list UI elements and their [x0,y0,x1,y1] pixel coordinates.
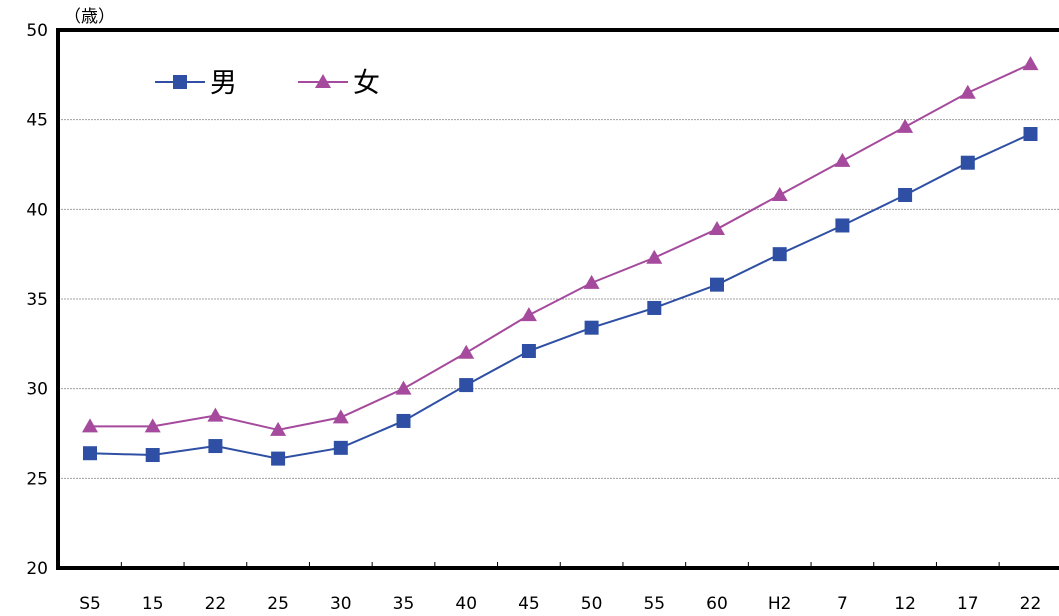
data-point [458,344,475,359]
x-tick-label: 25 [267,594,289,614]
data-point [520,307,537,322]
x-axis-ticks: S5 15 22 25 30 35 40 45 50 55 60 H2 7 12 17 22 [79,562,1041,614]
data-point [960,155,975,170]
legend-marker [315,74,331,88]
data-point [835,218,850,233]
data-point [647,300,662,315]
data-point [207,407,224,422]
legend-label: 女 [353,68,380,99]
x-tick-label: H2 [768,594,792,614]
series-line [90,63,1031,431]
data-point [271,451,286,466]
data-point [270,421,287,436]
data-point [333,440,348,455]
x-tick-label: 22 [205,594,227,614]
x-tick-label: 12 [894,594,916,614]
series-line [89,133,1031,460]
x-tick-label: 30 [330,594,352,614]
legend: 男女 [155,68,380,99]
x-tick-label: 60 [706,594,728,614]
series-lines [82,56,1039,466]
data-point [834,152,851,167]
x-tick-label: 55 [643,594,665,614]
data-point [144,418,161,433]
data-point [83,446,97,461]
data-point [395,380,412,395]
series-1 [83,127,1038,466]
data-point [208,439,223,454]
data-point [82,418,98,433]
data-point [521,344,536,359]
data-point [771,186,788,201]
x-tick-label: 22 [1020,594,1042,614]
y-tick-label: 40 [26,200,48,220]
y-tick-label: 35 [26,290,48,310]
y-tick-label: 20 [26,559,48,579]
plot-frame [56,28,1059,570]
data-point [898,187,913,202]
data-point [710,277,724,292]
data-point [396,413,411,428]
x-tick-label: 40 [455,594,477,614]
data-point [1023,127,1038,142]
data-point [1022,56,1039,71]
data-point [584,320,599,335]
x-tick-label: 15 [142,594,164,614]
x-tick-label: 17 [957,594,979,614]
x-tick-label: 45 [518,594,540,614]
y-tick-label: 30 [26,380,48,400]
data-point [332,409,349,424]
legend-marker [173,75,187,89]
grid-lines [58,119,1059,479]
x-tick-label: 50 [581,594,603,614]
y-tick-label: 45 [26,111,48,131]
legend-item: 女 [298,68,380,99]
data-point [145,448,160,463]
series-2 [82,56,1039,436]
data-point [646,249,663,264]
x-tick-label: S5 [79,594,101,614]
data-point [459,378,474,393]
data-point [709,221,725,236]
legend-item: 男 [155,68,237,99]
x-tick-label: 7 [837,594,848,614]
x-tick-label: 35 [393,594,415,614]
legend-label: 男 [210,68,237,99]
data-point [772,247,787,262]
data-point [959,84,976,99]
data-point [897,118,914,133]
y-tick-label: 50 [26,21,48,41]
y-axis-ticks: 20 25 30 35 40 45 50 [26,21,48,579]
y-axis-unit-label: （歳） [64,7,115,27]
data-point [583,274,600,289]
y-tick-label: 25 [26,469,48,489]
